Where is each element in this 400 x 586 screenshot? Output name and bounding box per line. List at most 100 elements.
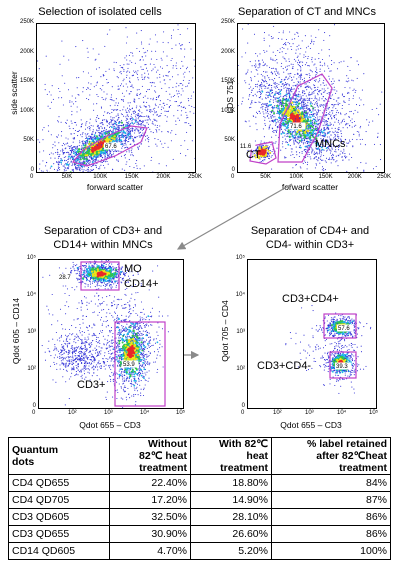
table-cell: 86%: [271, 508, 391, 526]
y-tick-label: 0: [32, 403, 36, 409]
table-cell: 4.70%: [109, 542, 191, 560]
x-tick-label: 150K: [124, 174, 139, 180]
y-tick-label: 250K: [19, 19, 34, 25]
x-tick-label: 150K: [318, 174, 333, 180]
y-tick-label: 10⁵: [235, 255, 245, 261]
y-tick-label: 0: [231, 167, 235, 173]
y-tick-label: 0: [241, 403, 245, 409]
y-tick-label: 200K: [19, 48, 34, 55]
table-header-cell: Quantum dots: [8, 437, 110, 475]
table-header-cell: Without 82℃ heat treatment: [109, 437, 191, 475]
x-tick-label: 10³: [305, 410, 314, 416]
y-tick-label: 100K: [220, 107, 235, 114]
header-line: Quantum: [12, 444, 59, 456]
panel3-title-line1: Separation of CD3+ and: [43, 225, 163, 237]
table-row: CD4 QD655 22.40% 18.80% 84%: [8, 474, 391, 492]
panel1-xlabel: forward scatter: [86, 182, 144, 192]
table-cell: 32.50%: [109, 508, 191, 526]
y-tick-label: 250K: [220, 19, 235, 25]
x-tick-label: 250K: [188, 174, 203, 180]
header-line: % label retained: [307, 438, 387, 450]
y-tick-label: 100K: [19, 107, 34, 114]
panel1-scatter: 67.6: [37, 24, 195, 172]
x-tick-label: 250K: [377, 174, 392, 180]
table-cell: 84%: [271, 474, 391, 492]
x-tick-label: 0: [30, 174, 34, 180]
x-tick-label: 0: [32, 410, 36, 416]
y-tick-label: 10⁴: [235, 292, 245, 298]
header-line: after 82℃heat: [316, 450, 387, 462]
panel1-title: Selection of isolated cells: [38, 6, 162, 18]
header-line: treatment: [139, 462, 187, 474]
panel4-plot: 57.6 39.3: [247, 259, 377, 409]
panel3-label-mo: MO: [124, 263, 142, 275]
x-tick-label: 10³: [104, 410, 113, 416]
panel3-plot: 28.7 53.9: [38, 259, 184, 409]
header-line: heat: [246, 450, 268, 462]
header-line: Without: [148, 438, 187, 450]
table-cell: 26.60%: [190, 525, 272, 543]
x-tick-label: 50K: [260, 174, 271, 180]
panel4-label-cd4pos: CD3+CD4+: [282, 293, 339, 305]
y-tick-label: 50K: [224, 137, 235, 144]
panel2-label-mnc: MNCs: [315, 138, 346, 150]
table-cell: 14.90%: [190, 491, 272, 509]
x-tick-label: 10²: [273, 410, 282, 416]
table-header-row: Quantum dots Without 82℃ heat treatment …: [8, 437, 391, 475]
table-cell: 87%: [271, 491, 391, 509]
y-tick-label: 200K: [220, 48, 235, 55]
table-cell: 100%: [271, 542, 391, 560]
table-cell: 5.20%: [190, 542, 272, 560]
panel3-title-line2: CD14+ within MNCs: [53, 239, 153, 251]
panel3-xlabel: Qdot 655 – CD3: [79, 420, 141, 430]
y-tick-label: 150K: [220, 78, 235, 85]
panel1-plot: 67.6: [36, 23, 196, 173]
x-tick-label: 10⁴: [337, 410, 347, 416]
header-line: With 82℃: [218, 438, 268, 450]
table-cell: 17.20%: [109, 491, 191, 509]
svg-text:67.6: 67.6: [105, 144, 117, 150]
x-tick-label: 10²: [68, 410, 77, 416]
x-tick-label: 100K: [93, 174, 108, 180]
y-tick-label: 10⁵: [26, 255, 36, 261]
panel2-xlabel: forward scatter: [281, 182, 339, 192]
x-tick-label: 0: [231, 174, 235, 180]
panel3-label-cd3: CD3+: [77, 379, 106, 391]
table-cell: CD4 QD705: [8, 491, 110, 509]
table-cell: 28.10%: [190, 508, 272, 526]
table-cell: CD3 QD605: [8, 508, 110, 526]
quantum-dots-table: Quantum dots Without 82℃ heat treatment …: [8, 437, 391, 560]
table-cell: CD4 QD655: [8, 474, 110, 492]
y-tick-label: 10³: [27, 329, 36, 335]
panel2-scatter: 71.611.6: [238, 24, 383, 172]
panel2-ylabel: LDS 751: [225, 80, 235, 114]
table-row: CD4 QD705 17.20% 14.90% 87%: [8, 491, 391, 509]
table-cell: 22.40%: [109, 474, 191, 492]
table-row: CD3 QD655 30.90% 26.60% 86%: [8, 525, 391, 543]
panel4-xlabel: Qdot 655 – CD3: [280, 420, 342, 430]
panel4-scatter: 57.639.3: [285, 305, 372, 394]
panel2-plot: 71.6 11.6: [237, 23, 385, 173]
panel1-ylabel: side scatter: [9, 71, 19, 115]
y-tick-label: 10³: [236, 329, 245, 335]
table-header-cell: With 82℃ heat treatment: [190, 437, 272, 475]
panel3-scatter: 28.753.9: [41, 260, 169, 408]
table-cell: 18.80%: [190, 474, 272, 492]
x-tick-label: 100K: [289, 174, 304, 180]
panel4-title-line1: Separation of CD4+ and: [250, 225, 370, 237]
panel4-title-line2: CD4- within CD3+: [265, 239, 355, 251]
header-line: 82℃ heat: [139, 450, 187, 462]
table-cell: 86%: [271, 525, 391, 543]
y-tick-label: 150K: [19, 78, 34, 85]
panel3-label-cd14: CD14+: [124, 278, 159, 290]
y-tick-label: 0: [30, 167, 34, 173]
table-cell: 30.90%: [109, 525, 191, 543]
x-tick-label: 200K: [347, 174, 362, 180]
y-tick-label: 10⁴: [26, 292, 36, 298]
table-header-cell: % label retained after 82℃heat treatment: [271, 437, 391, 475]
table-cell: CD3 QD655: [8, 525, 110, 543]
x-tick-label: 10⁵: [176, 410, 186, 416]
y-tick-label: 10²: [27, 366, 36, 372]
table-cell: CD14 QD605: [8, 542, 110, 560]
panel2-label-ct: CT: [246, 149, 261, 161]
